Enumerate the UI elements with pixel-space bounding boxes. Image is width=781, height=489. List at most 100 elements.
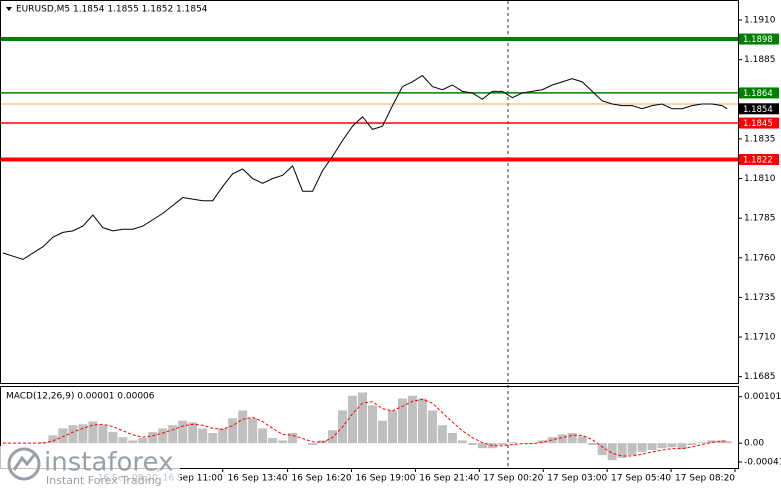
histogram-bar — [427, 410, 437, 444]
histogram-bar — [98, 425, 108, 444]
y-tick-label: 1.1810 — [744, 174, 776, 184]
histogram-bar — [387, 410, 397, 444]
histogram-bar — [607, 443, 617, 461]
histogram-bar — [48, 435, 58, 444]
histogram-bar — [328, 430, 338, 444]
histogram-bar — [367, 405, 377, 444]
histogram-bar — [108, 432, 118, 444]
watermark: instaforex Instant Forex Trading — [0, 446, 180, 489]
histogram-bar — [288, 433, 298, 444]
x-tick-label: 16 Sep 19:00 — [355, 474, 415, 484]
histogram-bar — [68, 425, 78, 444]
histogram-bar — [447, 433, 457, 444]
histogram-bar — [88, 421, 98, 444]
histogram-bar — [78, 424, 88, 444]
y-tick-label: 0.00101 — [744, 392, 781, 402]
histogram-bar — [397, 398, 407, 444]
histogram-bar — [238, 410, 248, 444]
histogram-bar — [677, 443, 687, 450]
watermark-name: instaforex — [44, 448, 173, 478]
histogram-bar — [437, 425, 447, 444]
level-label-box — [739, 33, 779, 45]
symbol-arrow — [6, 7, 12, 11]
watermark-bg — [0, 446, 180, 489]
histogram-bar — [617, 443, 627, 458]
y-tick-label: 1.1710 — [744, 333, 776, 343]
histogram-bar — [567, 433, 577, 444]
histogram-bar — [407, 395, 417, 444]
level-label-box — [739, 87, 779, 99]
histogram-bar — [417, 398, 427, 444]
level-label: 1.1845 — [743, 119, 773, 129]
histogram-bar — [138, 438, 148, 444]
y-tick-label: 1.1835 — [744, 134, 776, 144]
y-tick-label: 1.1885 — [744, 55, 776, 65]
logo-mark — [12, 453, 37, 471]
histogram-bar — [248, 418, 258, 444]
logo-ring — [7, 447, 41, 481]
x-tick-label: 17 Sep 03:00 — [547, 474, 607, 484]
y-tick-label: 1.1910 — [744, 16, 776, 26]
x-tick-label: 17 Sep 08:20 — [675, 474, 735, 484]
histogram-bar — [348, 395, 358, 444]
histogram-bar — [627, 443, 637, 456]
x-tick-label: 16 Sep 13:40 — [228, 474, 288, 484]
histogram-bar — [637, 443, 647, 452]
histogram-bar — [218, 428, 228, 444]
histogram-bar — [158, 428, 168, 444]
histogram-bar — [178, 420, 188, 444]
level-label: 1.1822 — [743, 156, 773, 166]
histogram-bar — [657, 443, 667, 449]
level-label: 1.1898 — [743, 35, 773, 45]
histogram-bar — [687, 443, 697, 445]
x-tick-label: 17 Sep 00:20 — [483, 474, 543, 484]
histogram-bar — [467, 443, 477, 445]
histogram-bar — [667, 443, 677, 448]
histogram-bar — [148, 432, 158, 444]
price-line — [2, 74, 728, 260]
histogram-bar — [597, 443, 607, 456]
histogram-bar — [497, 443, 507, 445]
histogram-bar — [168, 425, 178, 444]
x-tick-label: 16 Sep 16:20 — [291, 474, 351, 484]
level-label-box — [739, 154, 779, 166]
y-tick-label: 1.1760 — [744, 253, 776, 263]
level-label: 1.1864 — [743, 89, 773, 99]
level-label-box — [739, 117, 779, 129]
histogram-bar — [507, 442, 517, 444]
histogram-bar — [697, 442, 707, 444]
histogram-bar — [198, 428, 208, 444]
histogram-bar — [278, 440, 288, 444]
histogram-bar — [258, 428, 268, 444]
x-tick-label: 17 Sep 05:40 — [611, 474, 671, 484]
level-label-box — [739, 103, 779, 115]
y-tick-label: 0.00 — [744, 439, 764, 449]
level-label: 1.1854 — [743, 105, 773, 115]
histogram-bar — [188, 422, 198, 444]
histogram-bar — [457, 440, 467, 444]
y-tick-label: 1.1735 — [744, 293, 776, 303]
signal-line — [2, 398, 728, 457]
histogram-bar — [477, 443, 487, 449]
histogram-bar — [722, 441, 732, 444]
histogram-bar — [58, 428, 68, 444]
histogram-bar — [377, 420, 387, 444]
chart-title: EURUSD,M5 1.1854 1.1855 1.1852 1.1854 — [16, 5, 208, 15]
y-tick-label: 1.1785 — [744, 214, 776, 224]
histogram-bar — [308, 443, 318, 445]
histogram-bar — [118, 437, 128, 444]
histogram-bar — [587, 443, 597, 445]
y-tick-label: -0.00041 — [744, 458, 781, 468]
histogram-bar — [208, 433, 218, 444]
main-frame — [0, 0, 739, 384]
histogram-bar — [647, 443, 657, 451]
x-tick-label: 16 Sep 11:00 — [163, 474, 223, 484]
y-tick-label: 1.1685 — [744, 372, 776, 382]
watermark-tagline: Instant Forex Trading — [46, 474, 162, 487]
macd-frame — [0, 386, 739, 469]
histogram-bar — [358, 392, 368, 444]
x-tick-label: 16 Sep 21:40 — [419, 474, 479, 484]
